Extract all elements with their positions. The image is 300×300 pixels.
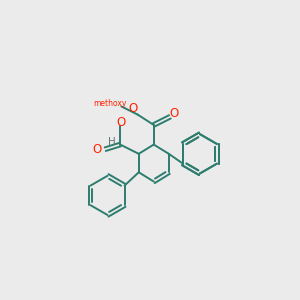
Text: O: O [129,102,138,115]
Text: O: O [116,116,126,129]
Text: O: O [169,107,179,120]
Text: methoxy: methoxy [93,99,127,108]
Text: O: O [92,143,102,156]
Text: H: H [108,137,116,147]
